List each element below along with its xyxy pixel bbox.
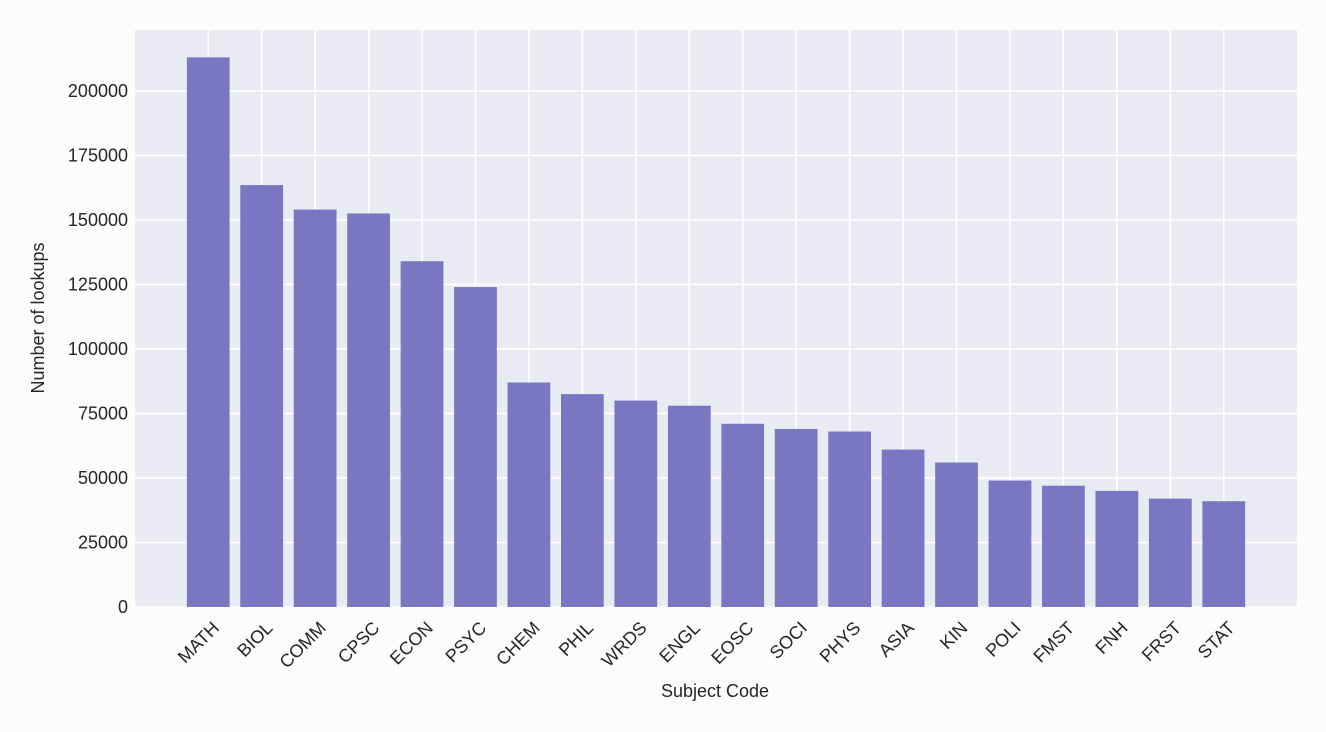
- x-tick-label: ENGL: [655, 618, 704, 667]
- bar: [454, 287, 497, 607]
- y-tick-label: 125000: [68, 274, 128, 294]
- bar: [507, 382, 551, 607]
- x-tick-label: POLI: [982, 618, 1025, 661]
- x-tick-label: BIOL: [233, 618, 276, 661]
- x-tick-label: FNH: [1091, 618, 1131, 658]
- y-tick-label: 200000: [68, 81, 128, 101]
- y-tick-label: 150000: [68, 210, 128, 230]
- x-tick-label: COMM: [276, 618, 330, 672]
- bar: [667, 405, 711, 607]
- bar: [774, 428, 818, 607]
- y-tick-label: 50000: [78, 468, 128, 488]
- bar: [1148, 498, 1192, 607]
- bar: [1042, 485, 1085, 607]
- x-tick-label: WRDS: [598, 618, 651, 671]
- bar: [293, 209, 337, 608]
- x-tick-label: CHEM: [492, 618, 544, 670]
- y-tick-label: 75000: [78, 403, 128, 423]
- bar: [400, 261, 444, 607]
- x-tick-label: PSYC: [441, 618, 490, 667]
- bar: [1202, 501, 1246, 607]
- x-tick-label: EOSC: [707, 618, 757, 668]
- x-tick-label: FMST: [1029, 618, 1078, 667]
- x-tick-label: PHYS: [816, 618, 865, 667]
- x-tick-label: KIN: [936, 618, 971, 653]
- x-tick-label: PHIL: [555, 618, 597, 660]
- y-tick-label: 100000: [68, 339, 128, 359]
- y-tick-label: 25000: [78, 532, 128, 552]
- x-tick-label: ASIA: [875, 618, 918, 661]
- x-tick-label: MATH: [174, 618, 223, 667]
- bar: [988, 480, 1032, 607]
- bar: [1095, 490, 1139, 607]
- y-tick-label: 175000: [68, 145, 128, 165]
- bar: [347, 213, 390, 607]
- y-tick-label: 0: [118, 597, 128, 617]
- bar: [828, 431, 872, 607]
- x-tick-label: CPSC: [334, 618, 384, 668]
- x-tick-label: STAT: [1194, 618, 1239, 663]
- x-tick-label: ECON: [386, 618, 437, 669]
- bar: [881, 449, 925, 607]
- bar: [935, 462, 978, 607]
- x-axis-label: Subject Code: [661, 681, 769, 701]
- bar: [240, 185, 284, 607]
- bar: [560, 394, 604, 607]
- bar: [186, 57, 230, 607]
- bar: [614, 400, 658, 607]
- x-tick-label: FRST: [1138, 618, 1185, 665]
- y-axis-label: Number of lookups: [28, 242, 48, 393]
- bar: [721, 423, 765, 607]
- x-tick-label: SOCI: [766, 618, 811, 663]
